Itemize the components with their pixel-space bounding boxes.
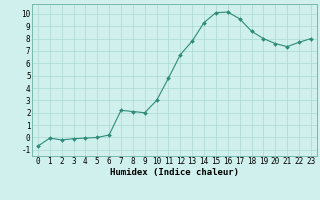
X-axis label: Humidex (Indice chaleur): Humidex (Indice chaleur) [110,168,239,177]
